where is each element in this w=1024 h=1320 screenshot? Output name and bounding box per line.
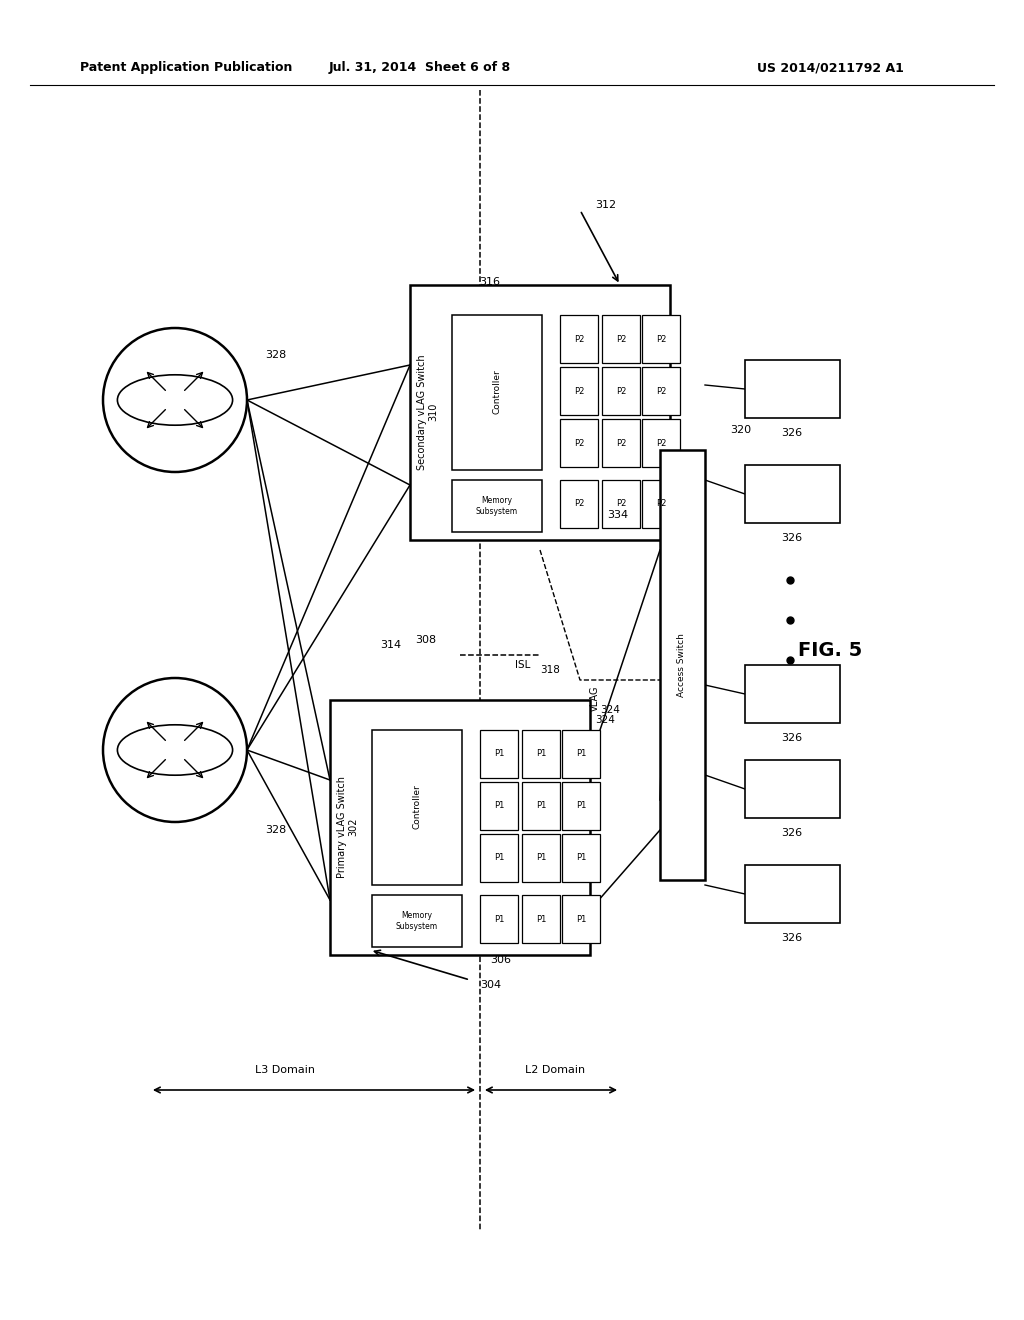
Text: P1: P1 bbox=[536, 750, 546, 759]
Bar bbox=[410, 285, 670, 540]
Text: P2: P2 bbox=[573, 438, 584, 447]
Bar bbox=[560, 480, 598, 528]
Text: P1: P1 bbox=[575, 801, 586, 810]
Text: 334: 334 bbox=[607, 510, 629, 520]
Bar bbox=[480, 781, 518, 830]
Text: 324: 324 bbox=[600, 705, 620, 715]
Text: 324: 324 bbox=[595, 715, 614, 725]
Text: 308: 308 bbox=[415, 635, 436, 645]
Bar bbox=[330, 700, 590, 954]
Text: Jul. 31, 2014  Sheet 6 of 8: Jul. 31, 2014 Sheet 6 of 8 bbox=[329, 62, 511, 74]
Text: P1: P1 bbox=[494, 915, 504, 924]
Bar bbox=[560, 418, 598, 467]
Bar bbox=[562, 781, 600, 830]
Text: 304: 304 bbox=[480, 979, 501, 990]
Text: P2: P2 bbox=[655, 334, 667, 343]
Text: P2: P2 bbox=[615, 387, 627, 396]
Text: P1: P1 bbox=[575, 915, 586, 924]
Text: P1: P1 bbox=[575, 750, 586, 759]
Text: vLAG: vLAG bbox=[590, 685, 600, 710]
Bar bbox=[372, 895, 462, 946]
Bar bbox=[452, 315, 542, 470]
Bar bbox=[480, 730, 518, 777]
Bar bbox=[642, 480, 680, 528]
Text: 312: 312 bbox=[595, 201, 616, 210]
Text: 328: 328 bbox=[265, 350, 287, 360]
Bar bbox=[602, 315, 640, 363]
Bar bbox=[522, 781, 560, 830]
Bar bbox=[560, 367, 598, 414]
Text: Access Switch: Access Switch bbox=[678, 634, 686, 697]
Text: Controller: Controller bbox=[493, 370, 502, 414]
Bar bbox=[480, 834, 518, 882]
Text: P1: P1 bbox=[536, 801, 546, 810]
Bar bbox=[642, 418, 680, 467]
Bar bbox=[562, 895, 600, 942]
Text: P2: P2 bbox=[573, 387, 584, 396]
Bar bbox=[660, 450, 705, 880]
Text: Secondary vLAG Switch
310: Secondary vLAG Switch 310 bbox=[417, 354, 439, 470]
Bar bbox=[642, 367, 680, 414]
Text: P1: P1 bbox=[494, 801, 504, 810]
Text: 326: 326 bbox=[781, 428, 803, 438]
Text: P2: P2 bbox=[655, 438, 667, 447]
Bar bbox=[522, 834, 560, 882]
Text: P2: P2 bbox=[655, 387, 667, 396]
Bar bbox=[562, 834, 600, 882]
Bar bbox=[602, 418, 640, 467]
Bar bbox=[372, 730, 462, 884]
Text: 320: 320 bbox=[730, 425, 752, 436]
Text: L3 Domain: L3 Domain bbox=[255, 1065, 315, 1074]
Text: P2: P2 bbox=[615, 438, 627, 447]
Text: L2 Domain: L2 Domain bbox=[525, 1065, 585, 1074]
Text: 306: 306 bbox=[490, 954, 511, 965]
Bar bbox=[745, 865, 840, 923]
Bar bbox=[745, 360, 840, 418]
Text: ISL: ISL bbox=[515, 660, 530, 671]
Text: 326: 326 bbox=[781, 533, 803, 543]
Bar bbox=[480, 895, 518, 942]
Text: 326: 326 bbox=[781, 933, 803, 942]
Text: 326: 326 bbox=[781, 733, 803, 743]
Text: P2: P2 bbox=[615, 334, 627, 343]
Text: Memory
Subsystem: Memory Subsystem bbox=[396, 911, 438, 931]
Bar bbox=[562, 730, 600, 777]
Text: P2: P2 bbox=[655, 499, 667, 508]
Bar bbox=[642, 315, 680, 363]
Text: Memory
Subsystem: Memory Subsystem bbox=[476, 496, 518, 516]
Text: P2: P2 bbox=[615, 499, 627, 508]
Text: P1: P1 bbox=[536, 854, 546, 862]
Text: Controller: Controller bbox=[413, 784, 422, 829]
Bar bbox=[560, 315, 598, 363]
Bar bbox=[745, 760, 840, 818]
Bar bbox=[745, 665, 840, 723]
Text: Patent Application Publication: Patent Application Publication bbox=[80, 62, 293, 74]
Bar bbox=[522, 895, 560, 942]
Text: 328: 328 bbox=[265, 825, 287, 836]
Bar bbox=[602, 480, 640, 528]
Text: P2: P2 bbox=[573, 499, 584, 508]
Text: 316: 316 bbox=[479, 277, 501, 286]
Bar bbox=[745, 465, 840, 523]
Text: P1: P1 bbox=[536, 915, 546, 924]
Bar bbox=[602, 367, 640, 414]
Text: 326: 326 bbox=[781, 828, 803, 838]
Bar bbox=[522, 730, 560, 777]
Text: P2: P2 bbox=[573, 334, 584, 343]
Text: 314: 314 bbox=[380, 640, 401, 649]
Text: FIG. 5: FIG. 5 bbox=[798, 640, 862, 660]
Text: P1: P1 bbox=[494, 854, 504, 862]
Text: US 2014/0211792 A1: US 2014/0211792 A1 bbox=[757, 62, 903, 74]
Bar bbox=[452, 480, 542, 532]
Text: 318: 318 bbox=[540, 665, 560, 675]
Text: P1: P1 bbox=[494, 750, 504, 759]
Text: P1: P1 bbox=[575, 854, 586, 862]
Text: Primary vLAG Switch
302: Primary vLAG Switch 302 bbox=[337, 776, 358, 878]
